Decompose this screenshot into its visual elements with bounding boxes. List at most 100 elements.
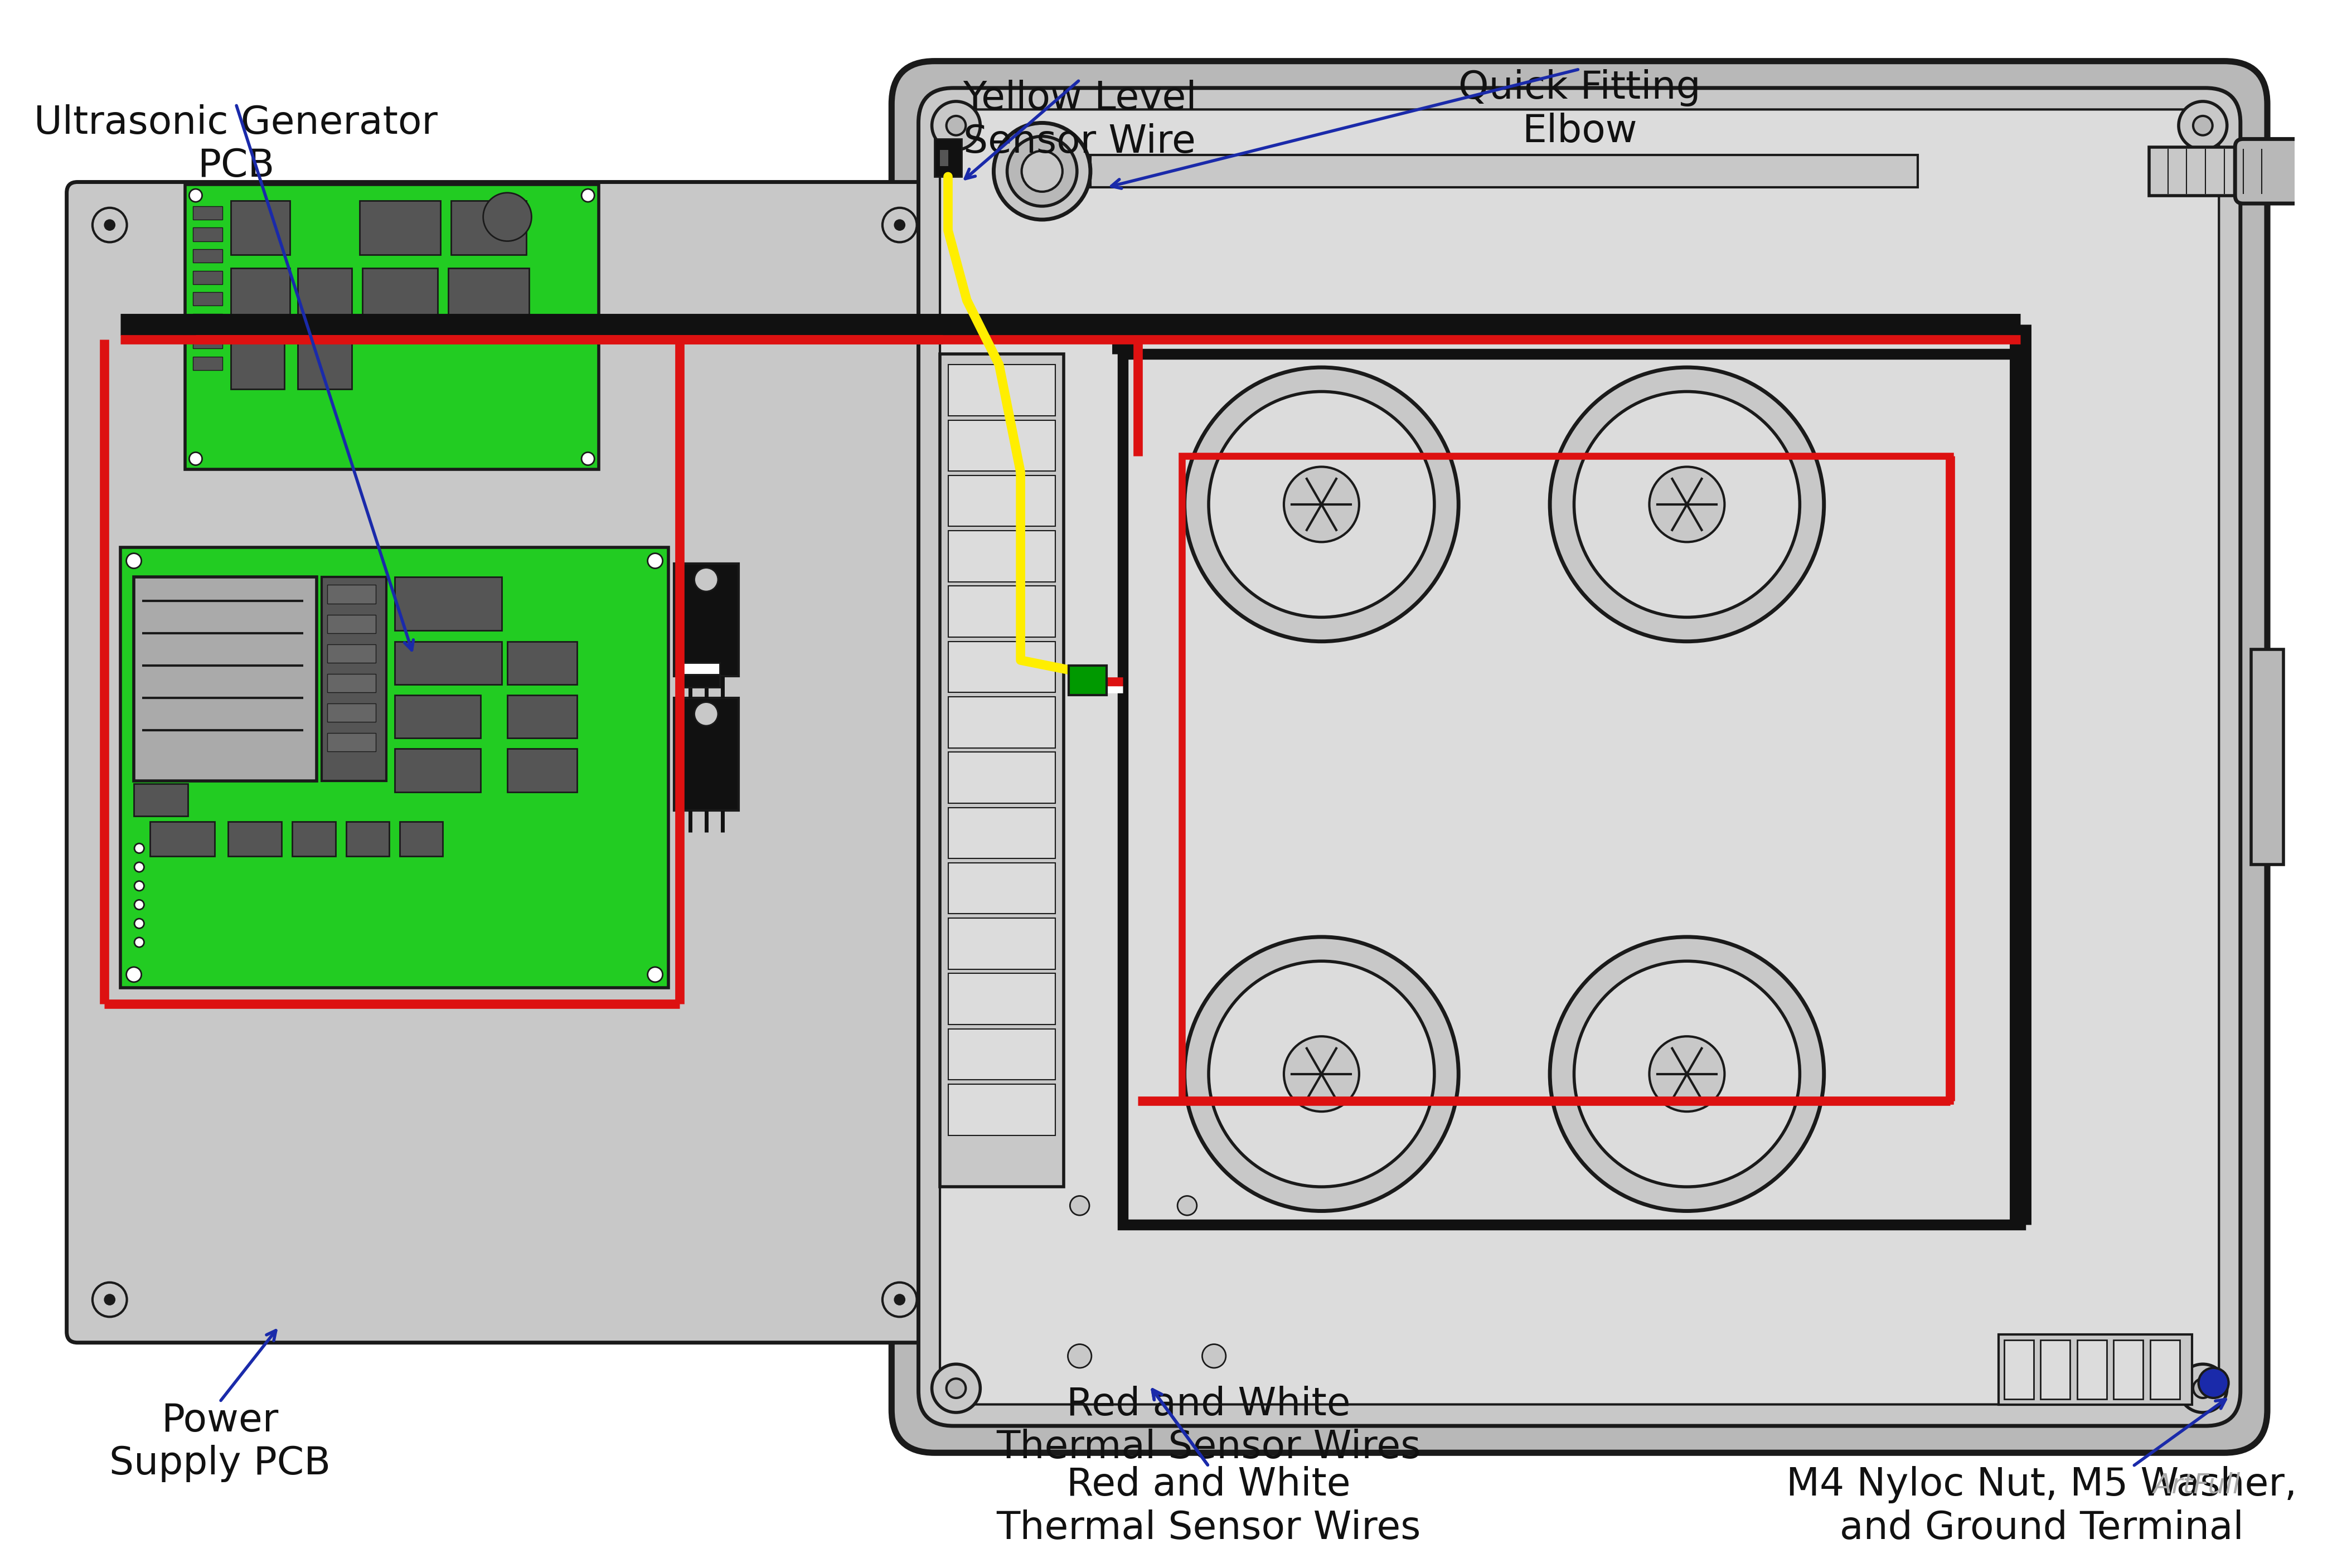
Bar <box>2150 147 2300 196</box>
Text: Red and White
Thermal Sensor Wires: Red and White Thermal Sensor Wires <box>995 1466 1422 1546</box>
Circle shape <box>932 1364 981 1413</box>
Bar <box>949 808 1056 859</box>
Circle shape <box>190 190 201 202</box>
Bar <box>393 577 501 630</box>
Circle shape <box>91 1283 126 1317</box>
Text: Ultrasonic Generator
PCB: Ultrasonic Generator PCB <box>35 103 438 185</box>
Bar <box>949 1029 1056 1080</box>
Circle shape <box>649 554 663 568</box>
Bar <box>347 822 389 856</box>
Circle shape <box>1021 151 1063 191</box>
Bar <box>230 268 290 317</box>
Bar <box>508 695 576 739</box>
Bar <box>1091 155 1918 188</box>
Bar <box>949 919 1056 969</box>
Circle shape <box>133 862 145 872</box>
Bar <box>452 201 527 254</box>
Text: Power
Supply PCB: Power Supply PCB <box>110 1402 330 1482</box>
Bar <box>192 271 222 284</box>
Bar <box>949 530 1056 582</box>
Circle shape <box>91 209 126 241</box>
Bar <box>949 641 1056 693</box>
Circle shape <box>895 220 904 230</box>
Bar <box>192 249 222 262</box>
Text: Yellow Level
Sensor Wire: Yellow Level Sensor Wire <box>963 80 1197 160</box>
Bar <box>949 862 1056 914</box>
Bar <box>230 201 290 254</box>
Bar <box>1068 665 1105 695</box>
FancyBboxPatch shape <box>939 110 2218 1405</box>
Bar <box>508 750 576 792</box>
Circle shape <box>126 554 141 568</box>
Circle shape <box>2178 1364 2227 1413</box>
Circle shape <box>1208 961 1433 1187</box>
Circle shape <box>133 844 145 853</box>
Circle shape <box>1070 1196 1089 1215</box>
Bar <box>949 475 1056 527</box>
Circle shape <box>2199 1367 2230 1399</box>
Circle shape <box>105 220 115 230</box>
Bar <box>192 314 222 328</box>
Bar <box>2040 1341 2070 1399</box>
Bar <box>192 336 222 348</box>
Circle shape <box>1283 467 1358 543</box>
Circle shape <box>1574 392 1799 618</box>
Circle shape <box>895 1294 904 1305</box>
Bar <box>677 663 719 687</box>
Circle shape <box>126 967 141 982</box>
Circle shape <box>2178 102 2227 151</box>
Circle shape <box>133 938 145 947</box>
Text: M4 Nyloc Nut, M5 Washer,
and Ground Terminal: M4 Nyloc Nut, M5 Washer, and Ground Term… <box>1787 1466 2298 1546</box>
Bar <box>949 365 1056 416</box>
Bar <box>185 185 600 469</box>
Bar <box>1998 1334 2192 1405</box>
Circle shape <box>883 1283 916 1317</box>
Circle shape <box>693 568 719 591</box>
Bar <box>297 336 351 389</box>
Bar <box>508 641 576 684</box>
Bar <box>328 644 375 663</box>
Bar <box>192 227 222 241</box>
FancyBboxPatch shape <box>66 182 941 1342</box>
Bar <box>934 140 963 177</box>
Bar <box>677 663 719 674</box>
Circle shape <box>1185 367 1459 641</box>
Circle shape <box>190 452 201 466</box>
Bar <box>2150 1341 2180 1399</box>
Text: Quick Fitting
Elbow: Quick Fitting Elbow <box>1459 69 1700 151</box>
Circle shape <box>946 1378 965 1399</box>
Text: ArtFull: ArtFull <box>2152 1472 2241 1499</box>
Circle shape <box>2192 116 2213 135</box>
Bar <box>361 201 440 254</box>
Bar <box>447 268 529 332</box>
Bar <box>674 698 738 811</box>
Circle shape <box>1007 136 1077 205</box>
Bar <box>227 822 281 856</box>
Bar <box>400 822 443 856</box>
Circle shape <box>581 190 595 202</box>
Bar <box>321 577 386 781</box>
Circle shape <box>993 122 1091 220</box>
FancyBboxPatch shape <box>918 88 2241 1425</box>
Bar <box>949 420 1056 470</box>
Circle shape <box>946 116 965 135</box>
Bar <box>674 563 738 676</box>
Bar <box>2005 1341 2033 1399</box>
Bar <box>119 547 667 988</box>
Circle shape <box>1185 938 1459 1210</box>
Bar <box>328 732 375 751</box>
Text: Red and White
Thermal Sensor Wires: Red and White Thermal Sensor Wires <box>995 1386 1422 1466</box>
Bar <box>297 268 351 328</box>
FancyBboxPatch shape <box>2234 140 2333 204</box>
Circle shape <box>1574 961 1799 1187</box>
Circle shape <box>105 1294 115 1305</box>
Bar <box>192 292 222 306</box>
Bar <box>939 151 949 166</box>
Bar <box>150 822 215 856</box>
Circle shape <box>1550 367 1824 641</box>
Bar <box>949 696 1056 748</box>
Bar <box>192 205 222 220</box>
Circle shape <box>2192 1378 2213 1399</box>
Circle shape <box>1283 1036 1358 1112</box>
Bar <box>328 585 375 604</box>
